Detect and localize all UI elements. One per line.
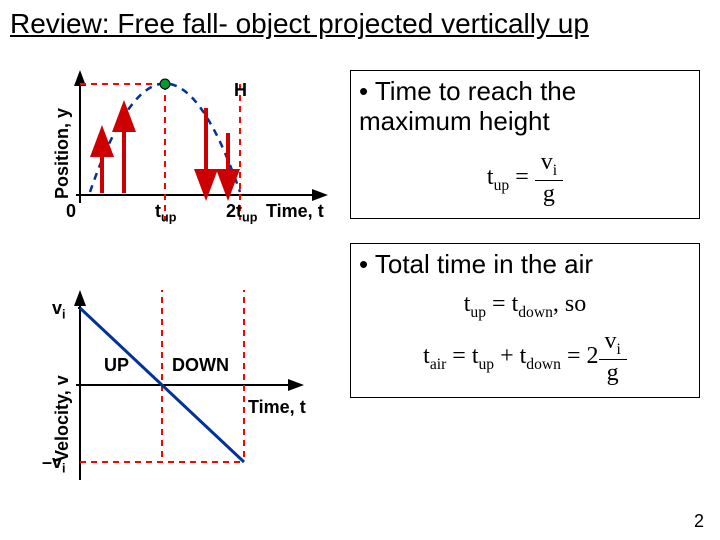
- bullet-1-text: • Time to reach the maximum height: [359, 77, 691, 137]
- velocity-x-axis-label: Time, t: [248, 397, 306, 418]
- position-graph: Position, y 0 tup 2tup Time, t H: [60, 70, 330, 220]
- position-tup-label: tup: [155, 201, 176, 225]
- position-2tup-label: 2tup: [226, 201, 257, 225]
- page-number: 2: [694, 511, 704, 532]
- velocity-y-axis-label: Velocity, v: [52, 375, 73, 462]
- bullet-2-text: • Total time in the air: [359, 250, 691, 280]
- bullet-2-box: • Total time in the air tup = tdown, so …: [350, 243, 700, 398]
- bullet-1-formula: tup = vig: [359, 149, 691, 208]
- position-origin-label: 0: [66, 201, 76, 222]
- velocity-neg-vi-label: –vi: [42, 452, 66, 476]
- bullet-panel: • Time to reach the maximum height tup =…: [350, 70, 700, 422]
- position-x-axis-label: Time, t: [266, 201, 324, 222]
- position-H-label: H: [234, 80, 247, 101]
- position-graph-svg: [60, 70, 330, 220]
- slide: Review: Free fall- object projected vert…: [0, 0, 720, 540]
- bullet-2-formula-1: tup = tdown, so: [359, 291, 691, 322]
- velocity-up-label: UP: [104, 355, 129, 376]
- bullet-2-formula-2: tair = tup + tdown = 2vig: [359, 328, 691, 387]
- velocity-graph-svg: [60, 290, 330, 490]
- bullet-1-box: • Time to reach the maximum height tup =…: [350, 70, 700, 219]
- page-title: Review: Free fall- object projected vert…: [10, 8, 710, 40]
- velocity-vi-label: vi: [52, 298, 66, 322]
- velocity-graph: Velocity, v vi –vi UP DOWN Time, t: [60, 290, 330, 490]
- velocity-down-label: DOWN: [172, 355, 229, 376]
- position-y-axis-label: Position, y: [52, 108, 73, 199]
